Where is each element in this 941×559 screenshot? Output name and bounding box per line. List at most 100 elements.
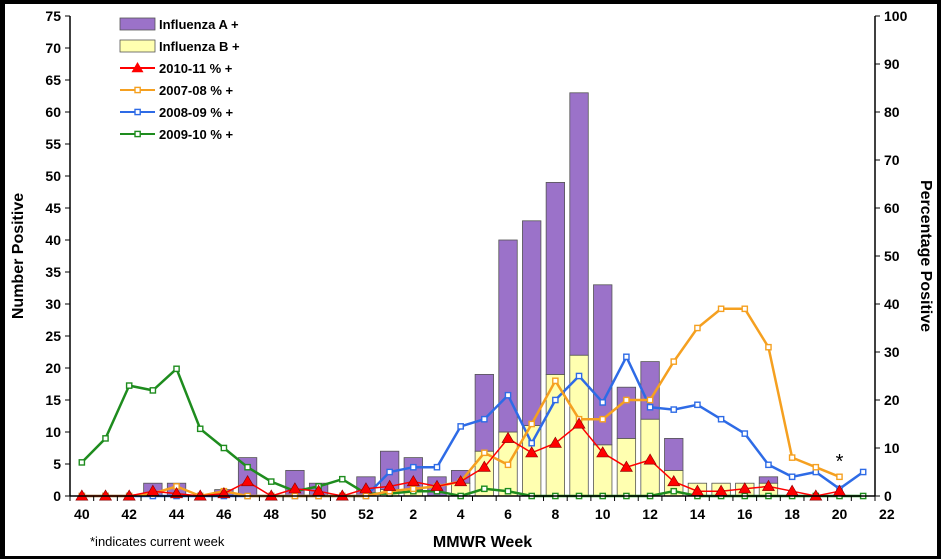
x-tick-label: 40	[74, 506, 90, 522]
point-2010-11	[738, 482, 752, 494]
x-tick-label: 42	[121, 506, 137, 522]
legend-marker	[131, 62, 144, 73]
point-2010-11	[335, 489, 349, 501]
y2-tick-label: 50	[884, 248, 900, 264]
y-tick-label: 30	[45, 296, 61, 312]
y-tick-label: 5	[53, 456, 61, 472]
point-2010-11	[643, 453, 657, 465]
x-tick-label: 14	[690, 506, 706, 522]
point-2008-09	[386, 468, 393, 476]
legend-swatch	[119, 17, 156, 31]
y2-tick-label: 10	[884, 440, 900, 456]
legend-marker	[134, 86, 141, 94]
y-tick-label: 70	[45, 40, 61, 56]
point-2007-08	[410, 485, 417, 493]
point-2010-11	[619, 460, 633, 472]
y2-tick-label: 0	[884, 488, 892, 504]
point-2009-10	[125, 382, 133, 389]
x-tick-label: 8	[551, 506, 559, 522]
point-2008-09	[575, 372, 583, 380]
point-2008-09	[694, 401, 701, 409]
line-200708	[81, 307, 840, 498]
y2-tick-label: 60	[884, 200, 900, 216]
point-2008-09	[765, 461, 772, 469]
point-2007-08	[812, 463, 820, 471]
bar-influenza-a	[593, 284, 613, 446]
y-tick-label: 45	[45, 200, 61, 216]
x-tick-label: 10	[595, 506, 611, 522]
y2-tick-label: 100	[884, 8, 908, 24]
x-tick-label: 4	[457, 506, 465, 522]
point-2010-11	[122, 489, 136, 501]
bar-influenza-a	[616, 386, 637, 439]
y2-tick-label: 20	[884, 392, 900, 408]
point-2007-08	[599, 415, 607, 423]
x-tick-label: 22	[879, 506, 895, 522]
point-2010-11	[383, 479, 397, 491]
x-tick-label: 6	[504, 506, 512, 522]
point-2008-09	[788, 473, 796, 481]
legend-label: 2008-09 % +	[159, 105, 233, 120]
point-2008-09	[670, 406, 678, 413]
bar-influenza-a	[522, 220, 542, 427]
bar-influenza-a	[664, 437, 684, 471]
influenza-chart: 0 5 10 15 20 25 30 35 40 45 50 55 60 65 70 75 0 10 20 30 40 5…	[10, 8, 934, 551]
point-2009-10	[481, 485, 488, 493]
legend-label: Influenza B +	[159, 39, 240, 54]
y-tick-label: 10	[45, 424, 61, 440]
point-2008-09	[599, 399, 607, 406]
point-2008-09	[410, 463, 417, 471]
point-2008-09	[481, 415, 488, 423]
point-2008-09	[528, 439, 535, 447]
x-tick-label: 2	[409, 506, 417, 522]
point-2009-10	[196, 425, 204, 433]
point-2010-11	[454, 475, 468, 487]
chart-frame: 0 5 10 15 20 25 30 35 40 45 50 55 60 65 70 75 0 10 20 30 40 5…	[5, 4, 937, 556]
y2-axis-title: Percentage Positive	[917, 180, 934, 332]
y-axis-title: Number Positive	[10, 193, 27, 319]
point-2007-08	[670, 358, 678, 365]
point-2010-11	[596, 446, 610, 458]
legend-marker	[134, 108, 141, 116]
point-2010-11	[501, 431, 515, 443]
point-2008-09	[552, 396, 559, 404]
point-2007-08	[481, 449, 488, 457]
point-2008-09	[646, 403, 654, 411]
point-2010-11	[359, 482, 373, 494]
point-2008-09	[859, 468, 867, 476]
legend-marker	[134, 130, 141, 138]
y-tick-label: 55	[45, 136, 61, 152]
point-2010-11	[241, 475, 255, 487]
legend-label: Influenza A +	[159, 17, 239, 32]
y-tick-label: 50	[45, 168, 61, 184]
legend-label: 2009-10 % +	[159, 127, 233, 142]
lines-layer	[75, 305, 867, 501]
point-2007-08	[765, 343, 772, 351]
footnote: *indicates current week	[90, 534, 225, 549]
legend: Influenza A + Influenza B + 2010-11 % + 200…	[119, 17, 240, 142]
point-2010-11	[572, 417, 586, 429]
axes-layer: 0 5 10 15 20 25 30 35 40 45 50 55 60 65 70 75 0 10 20 30 40 5…	[45, 8, 907, 522]
point-2010-11	[548, 436, 562, 448]
y-tick-label: 75	[45, 8, 61, 24]
x-tick-label: 44	[169, 506, 185, 522]
point-2009-10	[102, 435, 109, 442]
x-tick-label: 48	[263, 506, 279, 522]
x-axis-title: MMWR Week	[433, 534, 532, 551]
point-2008-09	[717, 415, 725, 423]
point-2007-08	[552, 377, 559, 385]
point-2007-08	[836, 473, 843, 481]
point-2009-10	[149, 387, 157, 394]
point-2008-09	[623, 353, 630, 361]
point-2009-10	[504, 487, 512, 495]
point-2008-09	[504, 391, 512, 399]
point-2010-11	[288, 482, 302, 494]
point-2010-11	[667, 475, 681, 487]
point-2008-09	[741, 430, 749, 437]
point-2009-10	[173, 365, 180, 373]
point-2009-10	[78, 459, 86, 466]
y-tick-label: 25	[45, 328, 61, 344]
point-2009-10	[670, 487, 678, 495]
y-tick-label: 65	[45, 72, 61, 88]
point-2008-09	[457, 423, 464, 430]
